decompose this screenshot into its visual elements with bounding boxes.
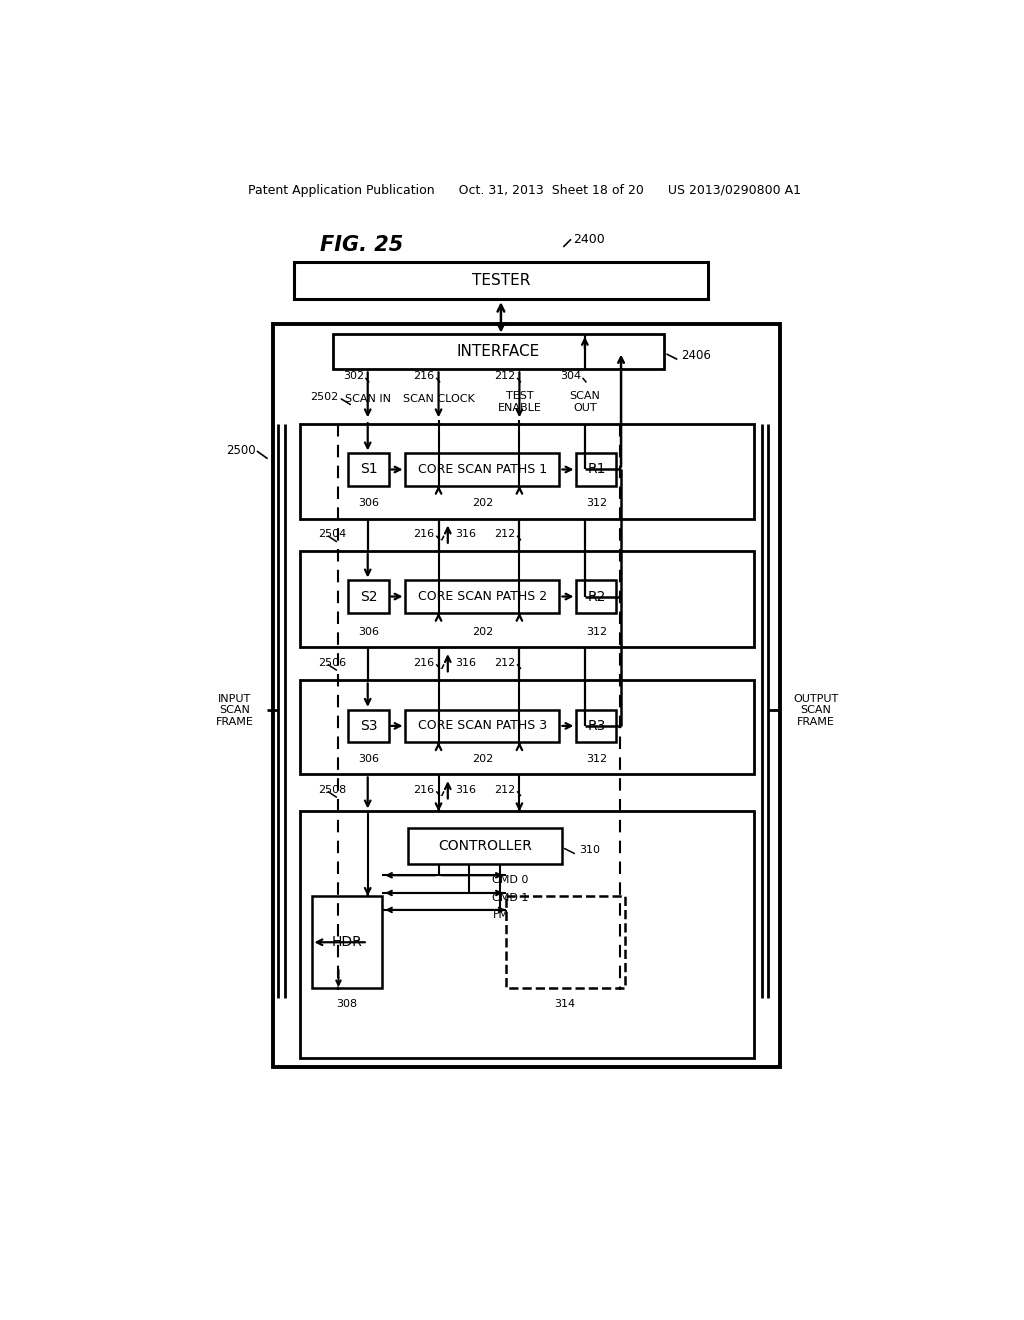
Text: 302: 302 xyxy=(343,371,364,381)
Text: CORE SCAN PATHS 3: CORE SCAN PATHS 3 xyxy=(418,719,547,733)
Text: SCAN IN: SCAN IN xyxy=(345,395,391,404)
Text: TESTER: TESTER xyxy=(472,273,530,288)
Text: 2400: 2400 xyxy=(573,232,605,246)
Text: S3: S3 xyxy=(359,719,377,733)
Bar xyxy=(300,681,755,775)
Bar xyxy=(577,453,616,486)
Text: 316: 316 xyxy=(456,657,476,668)
Text: 306: 306 xyxy=(358,754,379,764)
Bar xyxy=(348,453,388,486)
Bar xyxy=(348,710,388,742)
Text: 202: 202 xyxy=(472,754,494,764)
Text: FM: FM xyxy=(493,909,509,920)
Text: S1: S1 xyxy=(359,462,377,477)
Text: CMD 1: CMD 1 xyxy=(493,892,528,903)
Text: 2502: 2502 xyxy=(310,392,339,403)
Text: FIG. 25: FIG. 25 xyxy=(319,235,403,255)
Text: 212: 212 xyxy=(495,657,515,668)
Bar xyxy=(406,710,559,742)
Text: 312: 312 xyxy=(586,627,607,638)
Text: R1: R1 xyxy=(587,462,605,477)
Text: 316: 316 xyxy=(456,529,476,539)
Text: 202: 202 xyxy=(472,499,494,508)
Text: INTERFACE: INTERFACE xyxy=(457,345,541,359)
Text: 306: 306 xyxy=(358,627,379,638)
Text: 216: 216 xyxy=(414,371,435,381)
Text: SCAN
OUT: SCAN OUT xyxy=(569,391,600,413)
Text: CORE SCAN PATHS 1: CORE SCAN PATHS 1 xyxy=(418,463,547,477)
Text: 2406: 2406 xyxy=(681,348,711,362)
Bar xyxy=(333,334,665,370)
Text: Patent Application Publication      Oct. 31, 2013  Sheet 18 of 20      US 2013/0: Patent Application Publication Oct. 31, … xyxy=(248,185,802,197)
Bar xyxy=(348,581,388,612)
Text: 212: 212 xyxy=(495,371,515,381)
Text: 2506: 2506 xyxy=(317,657,346,668)
Text: 216: 216 xyxy=(414,529,435,539)
Text: S2: S2 xyxy=(359,590,377,603)
Text: 312: 312 xyxy=(586,754,607,764)
Bar xyxy=(300,552,755,647)
Text: CMD 0: CMD 0 xyxy=(493,875,528,884)
Text: TEST
ENABLE: TEST ENABLE xyxy=(498,391,542,413)
Bar xyxy=(577,581,616,612)
Text: CORE SCAN PATHS 2: CORE SCAN PATHS 2 xyxy=(418,590,547,603)
Text: 202: 202 xyxy=(472,627,494,638)
Text: 216: 216 xyxy=(414,657,435,668)
Text: 316: 316 xyxy=(456,785,476,795)
Text: INPUT
SCAN
FRAME: INPUT SCAN FRAME xyxy=(216,694,254,727)
Bar xyxy=(294,263,708,300)
Bar xyxy=(273,323,779,1067)
Bar xyxy=(311,896,382,989)
Bar xyxy=(300,424,755,519)
Text: 2500: 2500 xyxy=(225,445,255,458)
Text: 2504: 2504 xyxy=(317,529,346,539)
Bar xyxy=(406,453,559,486)
Bar xyxy=(300,812,755,1057)
Text: R2: R2 xyxy=(587,590,605,603)
Text: 306: 306 xyxy=(358,499,379,508)
Text: 212: 212 xyxy=(495,785,515,795)
Text: 304: 304 xyxy=(560,371,581,381)
Text: 314: 314 xyxy=(554,999,575,1008)
Text: HDR: HDR xyxy=(332,936,362,949)
Text: 308: 308 xyxy=(336,999,357,1008)
Text: 212: 212 xyxy=(495,529,515,539)
Text: 216: 216 xyxy=(414,785,435,795)
Bar xyxy=(577,710,616,742)
Text: OUTPUT
SCAN
FRAME: OUTPUT SCAN FRAME xyxy=(794,694,839,727)
Text: CONTROLLER: CONTROLLER xyxy=(438,840,531,853)
Text: 310: 310 xyxy=(579,845,600,855)
Text: SCAN CLOCK: SCAN CLOCK xyxy=(402,395,474,404)
Bar xyxy=(406,581,559,612)
Text: 2508: 2508 xyxy=(317,785,346,795)
Bar xyxy=(506,896,625,989)
Text: 312: 312 xyxy=(586,499,607,508)
Bar xyxy=(408,829,562,863)
Text: R3: R3 xyxy=(587,719,605,733)
